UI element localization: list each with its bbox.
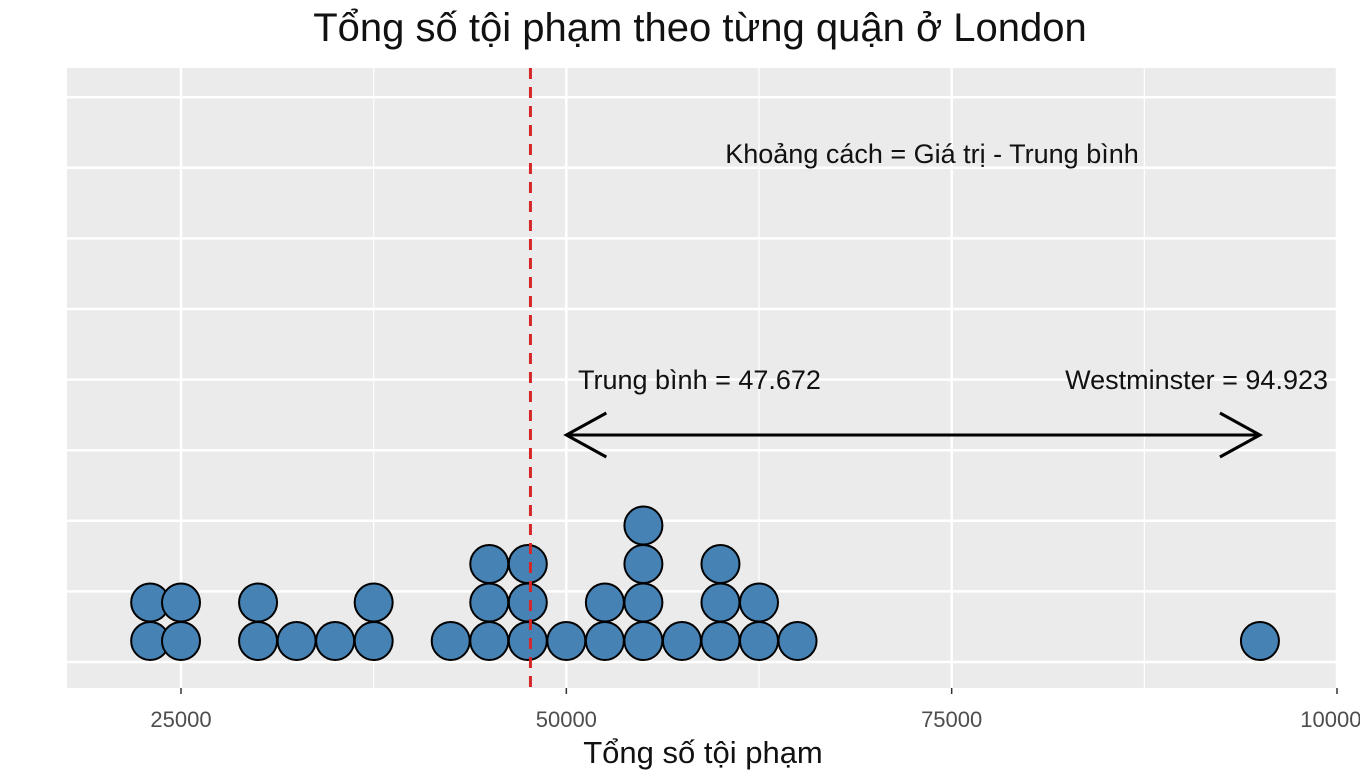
dot — [469, 544, 510, 584]
dot — [469, 582, 510, 623]
dot — [1239, 621, 1280, 661]
dot — [623, 544, 664, 584]
dot — [469, 621, 510, 661]
dot — [584, 582, 625, 623]
arrow-head-left — [563, 411, 608, 459]
mean-annotation: Trung bình = 47.672 — [578, 365, 821, 395]
dot — [623, 505, 664, 546]
x-tick-label: 25000 — [150, 707, 211, 732]
outlier-annotation: Westminster = 94.923 — [1065, 365, 1328, 395]
arrow-head-right — [1219, 411, 1264, 459]
dot — [238, 582, 279, 623]
formula-annotation: Khoảng cách = Giá trị - Trung bình — [725, 139, 1139, 169]
dot — [661, 621, 702, 661]
dot — [430, 621, 471, 661]
dot — [700, 582, 741, 623]
dot — [546, 621, 587, 661]
dot — [700, 544, 741, 584]
dot — [777, 621, 818, 661]
x-axis-ticks: 25000 50000 75000 100000 — [150, 688, 1360, 732]
dots — [130, 505, 1280, 661]
dot — [161, 582, 201, 623]
dot — [739, 582, 779, 623]
dot — [315, 621, 356, 661]
plot-panel — [67, 68, 1338, 688]
chart-title: Tổng số tội phạm theo từng quận ở London — [313, 6, 1087, 50]
dot — [353, 582, 394, 623]
dot — [584, 621, 625, 661]
dot — [276, 621, 317, 661]
dot — [623, 621, 664, 661]
dot — [238, 621, 279, 661]
dot — [353, 621, 394, 661]
horizontal-gridlines — [67, 95, 1338, 664]
dot — [507, 621, 548, 661]
dot — [700, 621, 741, 661]
x-tick-label: 50000 — [536, 707, 597, 732]
x-axis-title: Tổng số tội phạm — [583, 735, 823, 770]
distance-arrow — [563, 411, 1264, 459]
dot — [507, 582, 548, 623]
dot — [623, 582, 664, 623]
x-tick-label: 75000 — [921, 707, 982, 732]
dot — [161, 621, 201, 661]
dot — [739, 621, 779, 661]
dot — [507, 544, 548, 584]
x-tick-label: 100000 — [1300, 707, 1360, 732]
